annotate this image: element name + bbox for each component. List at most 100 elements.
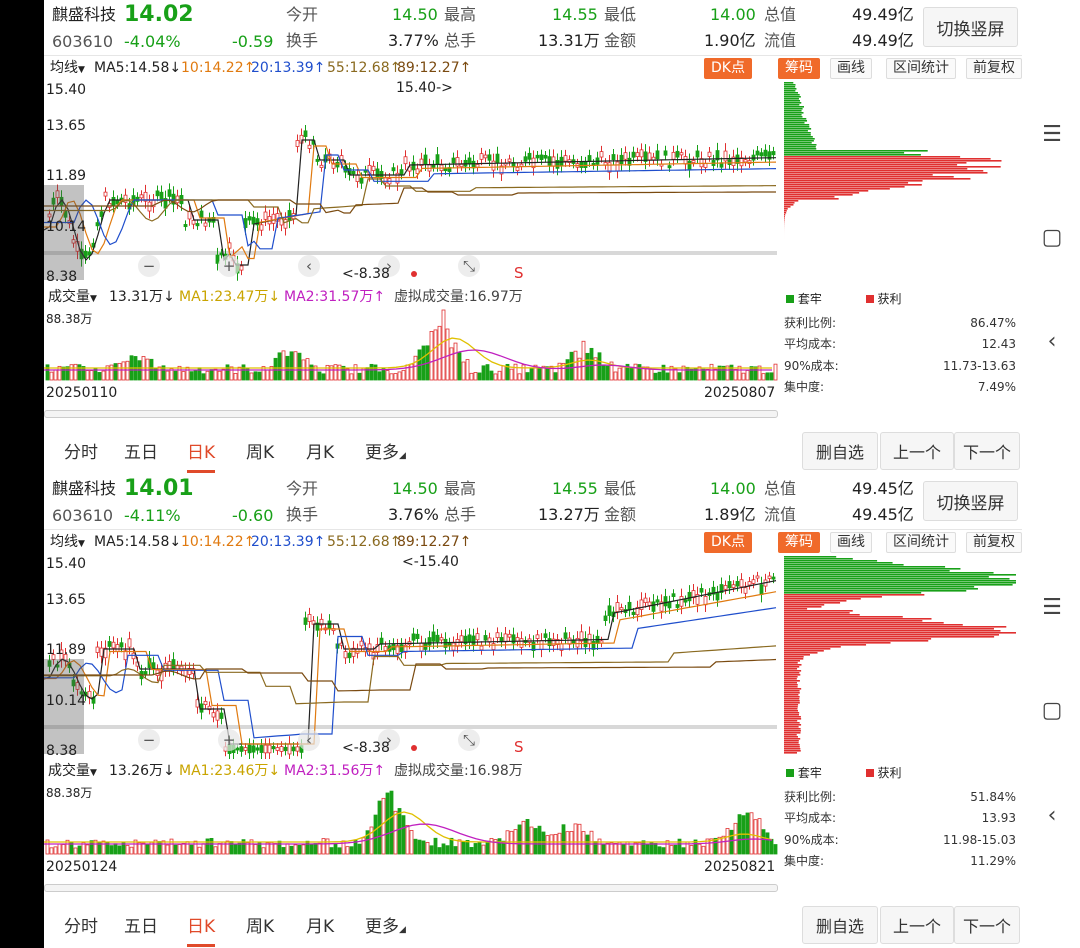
ma55-value: 55:12.68↑ [327, 60, 402, 76]
candle [715, 150, 720, 161]
volume-chart [44, 309, 778, 381]
stat-value: 13.27万 [538, 505, 600, 524]
range-stats-button[interactable]: 区间统计 [886, 58, 956, 79]
candle [639, 599, 644, 610]
back-chevron-icon[interactable]: ‹ [1047, 802, 1057, 828]
draw-line-button[interactable]: 画线 [830, 58, 872, 79]
candle [451, 157, 456, 164]
tab-intraday[interactable]: 分时 [64, 443, 98, 463]
candle [675, 604, 680, 608]
tab-daily[interactable]: 日K [187, 912, 216, 947]
back-chevron-icon[interactable]: ‹ [1047, 328, 1057, 354]
candle [431, 631, 436, 642]
candle [187, 210, 192, 220]
candle [71, 239, 76, 244]
candle [123, 650, 128, 661]
svg-text:−: − [143, 731, 156, 749]
price-tick: 13.65 [46, 118, 87, 134]
chart-scrollbar[interactable] [44, 884, 778, 892]
candle [543, 633, 548, 638]
candle [63, 210, 68, 218]
candle [211, 712, 216, 718]
dropdown-icon: ▼ [78, 65, 85, 75]
range-stats-button[interactable]: 区间统计 [886, 532, 956, 553]
candle [75, 682, 80, 690]
candle [755, 575, 760, 579]
candle [467, 634, 472, 643]
candle [403, 644, 408, 653]
hamburger-icon[interactable]: ☰ [1042, 121, 1062, 147]
next-button[interactable]: 下一个 [954, 906, 1020, 944]
candle [739, 579, 744, 588]
remove-watchlist-button[interactable]: 删自选 [802, 432, 878, 470]
stat-label: 流值 [764, 31, 797, 50]
tab-five-day[interactable]: 五日 [124, 443, 158, 463]
tab-weekly[interactable]: 周K [246, 917, 275, 937]
candle [615, 602, 620, 613]
square-icon[interactable]: ▢ [1041, 224, 1063, 250]
candlestick-chart[interactable]: − + ‹ › ⤡ S [44, 554, 784, 759]
volume-ma1: MA1:23.47万↓ [179, 289, 281, 305]
next-button[interactable]: 下一个 [954, 432, 1020, 470]
remove-watchlist-button[interactable]: 删自选 [802, 906, 878, 944]
candle [647, 601, 652, 606]
square-icon[interactable]: ▢ [1041, 697, 1063, 723]
stat-value: 1.90亿 [704, 31, 756, 50]
tab-daily[interactable]: 日K [187, 438, 216, 473]
stock-code: 603610 [52, 32, 114, 51]
candle [239, 746, 244, 752]
candle [579, 161, 584, 168]
candle [663, 150, 668, 156]
chips-button[interactable]: 筹码 [778, 532, 820, 553]
tab-more[interactable]: 更多◢ [365, 917, 406, 937]
candle [615, 161, 620, 172]
last-price: 14.01 [124, 476, 194, 501]
switch-portrait-button[interactable]: 切换竖屏 [923, 7, 1018, 47]
tab-intraday[interactable]: 分时 [64, 917, 98, 937]
candle [555, 160, 560, 169]
dk-point-button[interactable]: DK点 [704, 58, 752, 79]
dropdown-icon: ▼ [90, 294, 97, 304]
adjust-button[interactable]: 前复权 [966, 58, 1022, 79]
candle [55, 190, 60, 198]
candle [667, 165, 672, 169]
draw-line-button[interactable]: 画线 [830, 532, 872, 553]
hamburger-icon[interactable]: ☰ [1042, 594, 1062, 620]
candle [319, 164, 324, 168]
tab-monthly[interactable]: 月K [306, 443, 335, 463]
candle [691, 160, 696, 164]
candle [495, 632, 500, 638]
tab-weekly[interactable]: 周K [246, 443, 275, 463]
candle [635, 152, 640, 157]
candlestick-chart[interactable]: − + ‹ › ⤡ S [44, 80, 784, 285]
tab-monthly[interactable]: 月K [306, 917, 335, 937]
previous-button[interactable]: 上一个 [880, 432, 954, 470]
ma-select[interactable]: 均线▼ [50, 534, 85, 550]
chips-button[interactable]: 筹码 [778, 58, 820, 79]
volume-select[interactable]: 成交量▼ [48, 763, 97, 779]
candle [699, 158, 704, 168]
previous-button[interactable]: 上一个 [880, 906, 954, 944]
quote-header: 麒盛科技 14.01 603610 -4.11% -0.60 今开 14.50 … [44, 474, 1022, 528]
adjust-button[interactable]: 前复权 [966, 532, 1022, 553]
svg-text:‹: ‹ [306, 731, 312, 749]
candle [699, 588, 704, 593]
candle [415, 633, 420, 640]
ma5-value: MA5:14.58↓ [94, 534, 182, 550]
dk-point-button[interactable]: DK点 [704, 532, 752, 553]
volume-select[interactable]: 成交量▼ [48, 289, 97, 305]
candle [283, 746, 288, 752]
chart-scrollbar[interactable] [44, 410, 778, 418]
switch-portrait-button[interactable]: 切换竖屏 [923, 481, 1018, 521]
price-tick: 15.40 [46, 82, 87, 98]
tab-more[interactable]: 更多◢ [365, 443, 406, 463]
candle [251, 216, 256, 225]
candle [651, 601, 656, 612]
candle [443, 638, 448, 648]
candle [643, 151, 648, 162]
candle [399, 644, 404, 653]
candle [439, 637, 444, 641]
stock-panel-2: 麒盛科技 14.01 603610 -4.11% -0.60 今开 14.50 … [44, 474, 1022, 948]
tab-five-day[interactable]: 五日 [124, 917, 158, 937]
ma-select[interactable]: 均线▼ [50, 60, 85, 76]
